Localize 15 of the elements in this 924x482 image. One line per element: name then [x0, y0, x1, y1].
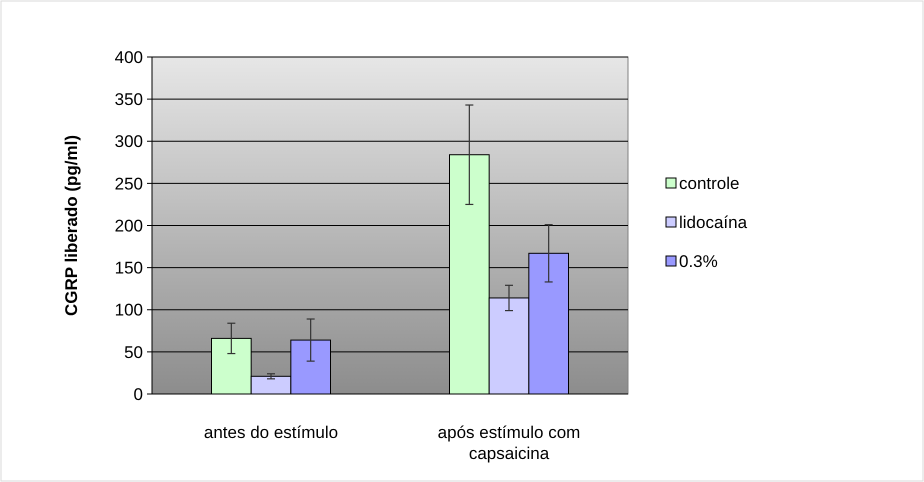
y-tick-label: 400	[114, 48, 143, 67]
y-axis-title: CGRP liberado (pg/ml)	[62, 134, 81, 316]
legend-label: controle	[679, 174, 740, 193]
y-tick-label: 300	[114, 132, 143, 152]
y-tick-label: 200	[114, 216, 143, 236]
legend-label: lidocaína	[679, 212, 748, 232]
y-tick-label: 250	[114, 174, 143, 194]
legend-label: 0.3%	[679, 252, 718, 271]
y-tick-label: 350	[114, 90, 143, 110]
x-tick-label: antes do estímulo	[204, 423, 338, 442]
x-tick-label: após estímulo com capsaicina	[438, 423, 580, 463]
y-tick-label: 0	[134, 384, 143, 404]
y-tick-label: 100	[114, 300, 143, 320]
y-tick-label: 150	[114, 258, 143, 278]
y-tick-label: 50	[124, 342, 143, 362]
